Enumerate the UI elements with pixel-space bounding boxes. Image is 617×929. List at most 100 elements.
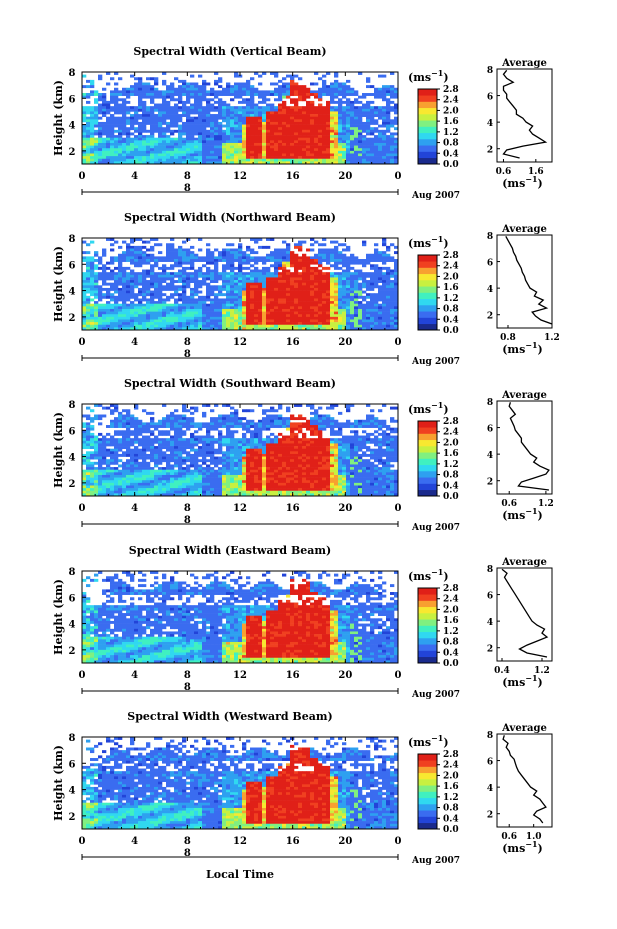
x-tick-label: 12 xyxy=(233,337,247,348)
y-tick-label: 6 xyxy=(69,94,76,105)
profile-x-tick-label: 1.2 xyxy=(538,499,554,509)
colorbar-tick-label: 0.4 xyxy=(443,814,459,824)
x-tick-label: 0 xyxy=(395,337,402,348)
profile-frame xyxy=(496,567,553,662)
x-tick-label: 8 xyxy=(184,836,191,847)
x-tick-label: 16 xyxy=(286,171,300,182)
colorbar-segment xyxy=(418,157,437,165)
colorbar-segment xyxy=(418,273,437,281)
colorbar-frame xyxy=(417,88,438,165)
colorbar-segment xyxy=(418,323,437,331)
colorbar-tick-label: 0.0 xyxy=(443,326,459,336)
profile-x-label-close: ) xyxy=(538,509,543,522)
y-tick-label: 4 xyxy=(69,786,76,797)
profile-frame xyxy=(496,234,553,329)
y-axis-label: Height (km) xyxy=(52,80,65,156)
panel-4: Spectral Width (Eastward Beam)0 4 8 12 16 20 0… xyxy=(52,544,553,700)
panel-2: Spectral Width (Northward Beam)0 4 8 12 16 20… xyxy=(52,211,560,367)
colorbar-unit-base: (ms xyxy=(408,237,431,250)
heatmap xyxy=(82,404,399,497)
colorbar-segment xyxy=(418,458,437,466)
profile-y-tick-label: 6 xyxy=(487,93,493,103)
colorbar-tick-label: 2.4 xyxy=(443,428,459,438)
colorbar-unit: (ms−1) xyxy=(408,567,449,583)
colorbar: 0.00.40.81.21.62.02.42.8(ms−1) xyxy=(408,68,459,170)
colorbar-tick-label: 0.0 xyxy=(443,825,459,835)
x-tick-label: 12 xyxy=(233,836,247,847)
x-tick-label: 16 xyxy=(286,337,300,348)
x-tick-label: 12 xyxy=(233,670,247,681)
x-tick-label: 4 xyxy=(131,503,138,514)
colorbar-segment xyxy=(418,101,437,109)
x-tick-label: 20 xyxy=(338,836,352,847)
x-tick-label: 16 xyxy=(286,503,300,514)
colorbar-segment xyxy=(418,151,437,159)
colorbar-segment xyxy=(418,754,437,761)
y-tick-label: 8 xyxy=(69,567,76,578)
profile-line xyxy=(502,735,547,824)
colorbar-segment xyxy=(418,452,437,459)
colorbar-tick-label: 2.0 xyxy=(443,771,459,781)
y-tick-label: 8 xyxy=(69,733,76,744)
colorbar-segment xyxy=(418,311,437,318)
x-tick-label: 0 xyxy=(79,337,86,348)
colorbar-unit-sup: −1 xyxy=(431,733,443,743)
y-axis-label: Height (km) xyxy=(52,579,65,655)
colorbar-segment xyxy=(418,305,437,312)
profile-y-tick-label: 2 xyxy=(487,312,493,322)
y-axis-label: Height (km) xyxy=(52,745,65,821)
y-tick-label: 2 xyxy=(69,812,76,823)
y-axis-label: Height (km) xyxy=(52,412,65,488)
profile-x-label-close: ) xyxy=(538,177,543,190)
colorbar-unit: (ms−1) xyxy=(408,68,449,84)
colorbar-segment xyxy=(418,89,437,96)
profile-x-label: (ms−1) xyxy=(502,340,543,356)
colorbar-segment xyxy=(418,280,437,287)
colorbar-segment xyxy=(418,644,437,651)
x-axis-label: Local Time xyxy=(206,868,274,881)
colorbar-segment xyxy=(418,656,437,664)
colorbar-segment xyxy=(418,822,437,830)
colorbar-frame xyxy=(417,254,438,331)
profile-y-tick-label: 4 xyxy=(487,618,493,628)
colorbar-tick-label: 0.4 xyxy=(443,149,459,159)
x-tick-label: 0 xyxy=(79,670,86,681)
colorbar-tick-label: 0.4 xyxy=(443,315,459,325)
colorbar-tick-label: 2.8 xyxy=(443,417,459,427)
profile-x-label-sup: −1 xyxy=(525,673,537,683)
colorbar-unit-sup: −1 xyxy=(431,234,443,244)
x-tick-label: 16 xyxy=(286,670,300,681)
y-tick-label: 6 xyxy=(69,426,76,437)
profile-title: Average xyxy=(501,390,547,401)
average-profile: Average 2 4 6 8 0.6 1.0(ms−1) xyxy=(487,723,553,855)
colorbar-tick-label: 2.8 xyxy=(443,750,459,760)
profile-y-tick-label: 8 xyxy=(487,731,493,741)
colorbar-unit-close: ) xyxy=(443,237,448,250)
colorbar-segment xyxy=(418,120,437,127)
y-tick-label: 2 xyxy=(69,147,76,158)
profile-title: Average xyxy=(501,58,547,69)
colorbar-segment xyxy=(418,139,437,146)
colorbar-segment xyxy=(418,483,437,491)
colorbar: 0.00.40.81.21.62.02.42.8(ms−1) xyxy=(408,400,459,502)
profile-x-label-base: (ms xyxy=(502,676,525,689)
colorbar-segment xyxy=(418,439,437,447)
y-tick-label: 8 xyxy=(69,68,76,79)
heatmap xyxy=(82,571,399,664)
colorbar-segment xyxy=(418,588,437,595)
x-tick-label: 0 xyxy=(395,836,402,847)
colorbar: 0.00.40.81.21.62.02.42.8(ms−1) xyxy=(408,567,459,669)
colorbar-segment xyxy=(418,779,437,786)
profile-x-label-base: (ms xyxy=(502,509,525,522)
colorbar-tick-label: 2.4 xyxy=(443,761,459,771)
panel-title: Spectral Width (Southward Beam) xyxy=(124,377,336,390)
panel-title: Spectral Width (Eastward Beam) xyxy=(129,544,331,557)
profile-x-tick-label: 0.4 xyxy=(494,666,510,676)
profile-x-label: (ms−1) xyxy=(502,839,543,855)
date-tick-label: 8 xyxy=(184,183,191,194)
profile-line xyxy=(508,402,550,491)
date-label: Aug 2007 xyxy=(411,191,460,201)
colorbar-tick-label: 2.0 xyxy=(443,272,459,282)
